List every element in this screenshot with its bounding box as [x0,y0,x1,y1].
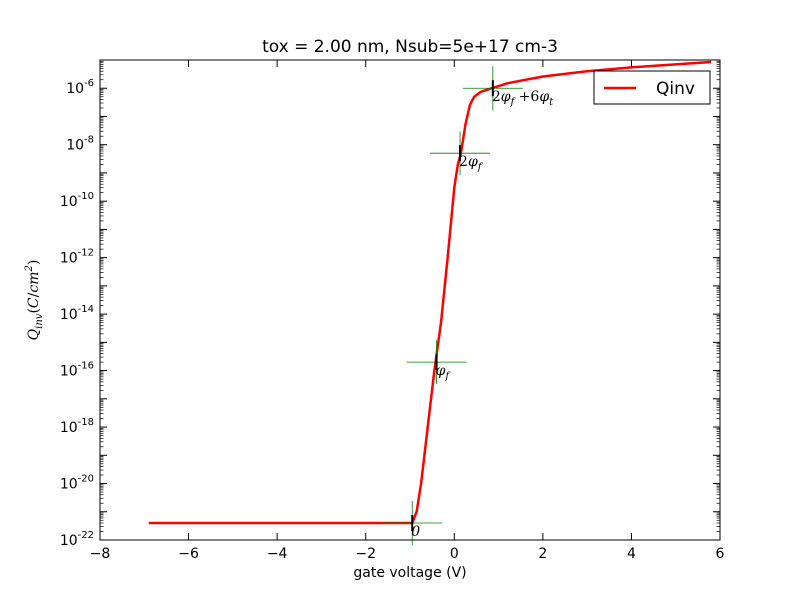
marker-layer: 0 φf 2φf 2φf +6φt [382,66,554,546]
legend: Qinv [593,70,711,105]
axes-frame [99,59,721,541]
x-tick-label: −8 [90,546,111,562]
y-tick-label: 10-6 [66,78,94,97]
marker-label: 2φf +6φt [492,89,554,108]
y-tick-label: 10-12 [60,248,94,267]
y-tick-label: 10-20 [60,474,94,493]
legend-label-qinv: Qinv [656,79,695,99]
x-axis-label: gate voltage (V) [353,565,466,581]
y-axis-label: Qinv(C/cm2) [24,260,45,341]
chart-title: tox = 2.00 nm, Nsub=5e+17 cm-3 [262,37,558,57]
y-tick-label: 10-22 [60,530,94,549]
x-tick-label: 6 [716,546,725,562]
x-tick-label: 0 [450,546,459,562]
y-tick-label: 10-8 [66,135,94,154]
marker-label: 0 [411,524,420,540]
x-tick-label: 2 [538,546,547,562]
x-tick-label: −6 [178,546,199,562]
y-tick-label: 10-14 [60,304,94,323]
x-tick-label: −2 [355,546,376,562]
y-tick-label: 10-18 [60,417,94,436]
marker-label: φf [436,363,452,382]
x-tick-label: −4 [267,546,288,562]
svg-text:Qinv(C/cm2): Qinv(C/cm2) [24,260,45,341]
marker-label: 2φf [459,154,484,173]
x-tick-label: 4 [627,546,636,562]
y-tick-label: 10-16 [60,361,94,380]
y-tick-label: 10-10 [60,191,94,210]
